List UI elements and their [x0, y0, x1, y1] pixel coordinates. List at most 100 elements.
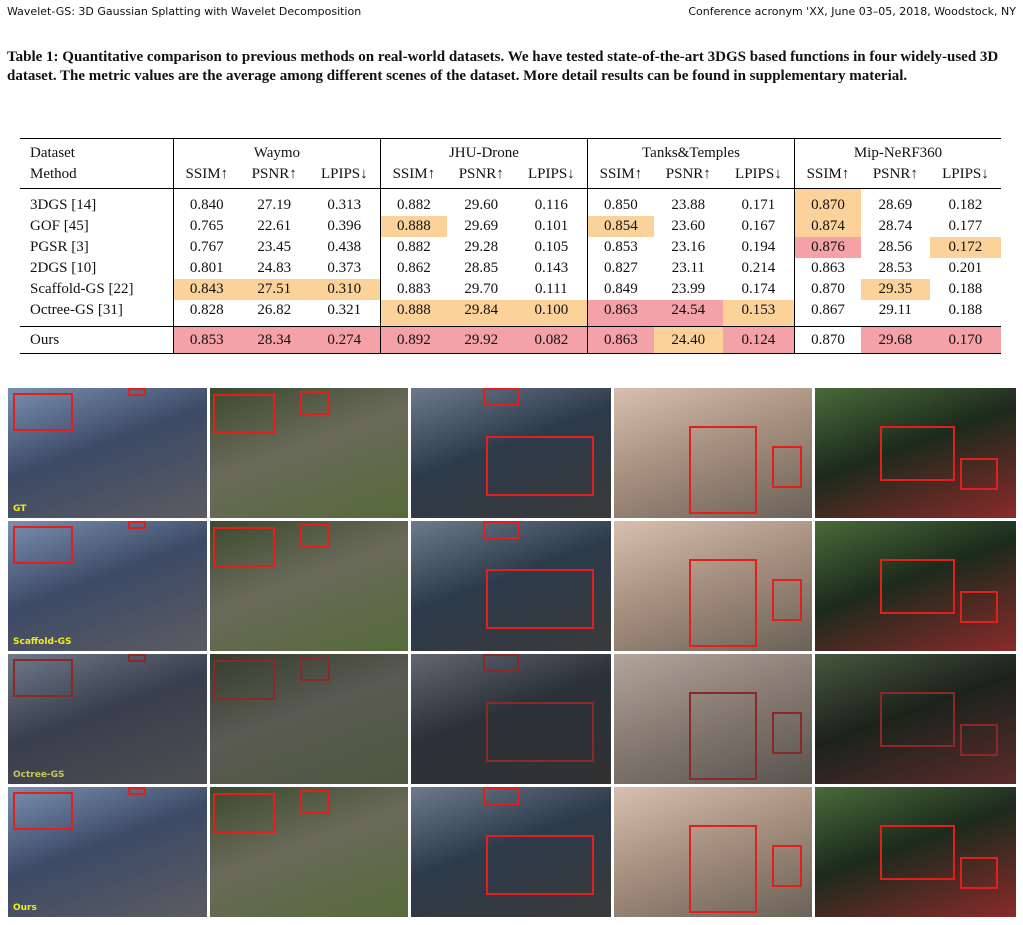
- zoom-box: [689, 825, 757, 913]
- metric-value: 0.870: [794, 326, 861, 354]
- zoom-box: [689, 692, 757, 780]
- metric-value: 0.177: [948, 218, 983, 234]
- zoom-box: [300, 790, 330, 814]
- metric-value: 0.863: [586, 300, 654, 327]
- zoom-box: [13, 659, 73, 697]
- zoom-box: [483, 388, 519, 406]
- metric-header: SSIM↑: [379, 164, 447, 189]
- row-label: GT: [13, 504, 27, 514]
- metric-value: 0.767: [172, 237, 240, 258]
- metric-value: 0.853: [172, 326, 240, 354]
- photo: [210, 388, 408, 518]
- metric-value: 0.882: [379, 188, 447, 216]
- zoom-box: [486, 702, 594, 762]
- zoom-box: [960, 458, 998, 490]
- metric-value: 0.182: [948, 197, 983, 213]
- metric-value: 0.124: [722, 326, 795, 354]
- metric-value: 28.74: [878, 218, 913, 234]
- method-name: 3DGS [14]: [30, 197, 97, 213]
- metric-value: 0.888: [379, 300, 447, 327]
- metric-value: 0.765: [172, 216, 240, 237]
- metric-value: 23.88: [671, 197, 706, 213]
- metric-header: LPIPS↓: [929, 164, 1001, 189]
- table-row: GOF [45] 0.765 22.61 0.396 0.888 29.69 0.101 0.…: [20, 216, 1001, 237]
- results-table: Dataset Waymo JHU-Drone Tanks&Temples Mip-Ne…: [20, 138, 1001, 354]
- row-label: Scaffold-GS: [13, 637, 72, 647]
- row-label: Octree-GS: [13, 770, 65, 780]
- running-header: Conference acronym 'XX, June 03–05, 2018…: [688, 5, 1016, 18]
- zoom-box: [689, 559, 757, 647]
- photo: [614, 521, 812, 651]
- zoom-box: [128, 787, 146, 795]
- metric-value: 0.082: [515, 326, 588, 354]
- metric-value: 28.69: [878, 197, 913, 213]
- zoom-box: [960, 591, 998, 623]
- metric-value: 29.92: [446, 326, 516, 354]
- table-row: Scaffold-GS [22] 0.843 27.51 0.310 0.883 29.7…: [20, 279, 1001, 300]
- metric-value: 0.111: [535, 281, 568, 297]
- metric-value: 0.310: [308, 279, 381, 300]
- table-row: Octree-GS [31] 0.828 26.82 0.321 0.888 29.84 0…: [20, 300, 1001, 327]
- table-row: PGSR [3] 0.767 23.45 0.438 0.882 29.28 0.105 0.…: [20, 237, 1001, 258]
- metric-value: 0.892: [379, 326, 447, 354]
- metric-value: 23.99: [671, 281, 706, 297]
- photo: [411, 787, 611, 917]
- zoom-box: [483, 654, 519, 672]
- metric-header: LPIPS↓: [308, 164, 381, 189]
- zoom-box: [13, 792, 73, 830]
- metric-value: 0.188: [948, 281, 983, 297]
- table-row: 3DGS [14] 0.840 27.19 0.313 0.882 29.60 0.116 0…: [20, 188, 1001, 216]
- metric-value: 29.35: [860, 279, 930, 300]
- metric-value: 0.274: [308, 326, 381, 354]
- zoom-box: [483, 521, 519, 539]
- metric-value: 0.143: [534, 260, 569, 276]
- metric-header: SSIM↑: [172, 164, 240, 189]
- photo: [614, 787, 812, 917]
- zoom-box: [300, 391, 330, 415]
- metric-value: 28.34: [239, 326, 309, 354]
- metric-value: 0.373: [327, 260, 362, 276]
- row-label: Ours: [13, 903, 37, 913]
- zoom-box: [772, 845, 802, 887]
- photo: [210, 787, 408, 917]
- metric-value: 24.54: [653, 300, 723, 327]
- metric-value: 28.85: [464, 260, 499, 276]
- metric-value: 0.801: [172, 258, 240, 279]
- metric-value: 29.11: [860, 300, 930, 327]
- metric-value: 0.214: [741, 260, 776, 276]
- metric-value: 23.11: [671, 260, 705, 276]
- metric-value: 0.116: [534, 197, 568, 213]
- metric-value: 0.828: [172, 300, 240, 327]
- method-name: 2DGS [10]: [30, 260, 97, 276]
- zoom-box: [689, 426, 757, 514]
- metric-header: PSNR↑: [446, 164, 516, 189]
- method-name: Scaffold-GS [22]: [30, 281, 134, 297]
- photo: [815, 521, 1016, 651]
- metric-value: 0.867: [794, 300, 861, 327]
- metric-value: 0.874: [794, 216, 861, 237]
- zoom-box: [300, 657, 330, 681]
- metric-value: 28.53: [878, 260, 913, 276]
- method-name: GOF [45]: [30, 218, 89, 234]
- metric-header: SSIM↑: [586, 164, 654, 189]
- metric-header: SSIM↑: [794, 164, 861, 189]
- metric-value: 24.40: [653, 326, 723, 354]
- metric-value: 24.83: [257, 260, 292, 276]
- metric-value: 22.61: [257, 218, 292, 234]
- column-header: Method: [20, 164, 174, 189]
- zoom-box: [880, 559, 955, 614]
- photo: [815, 388, 1016, 518]
- metric-value: 28.56: [878, 239, 913, 255]
- zoom-box: [880, 426, 955, 481]
- zoom-box: [960, 857, 998, 889]
- metric-value: 0.883: [379, 279, 447, 300]
- metric-value: 0.854: [586, 216, 654, 237]
- zoom-box: [13, 526, 73, 564]
- zoom-box: [772, 712, 802, 754]
- zoom-box: [213, 660, 275, 700]
- metric-value: 29.69: [464, 218, 499, 234]
- photo: [614, 654, 812, 784]
- metric-value: 29.28: [464, 239, 499, 255]
- metric-header: PSNR↑: [860, 164, 930, 189]
